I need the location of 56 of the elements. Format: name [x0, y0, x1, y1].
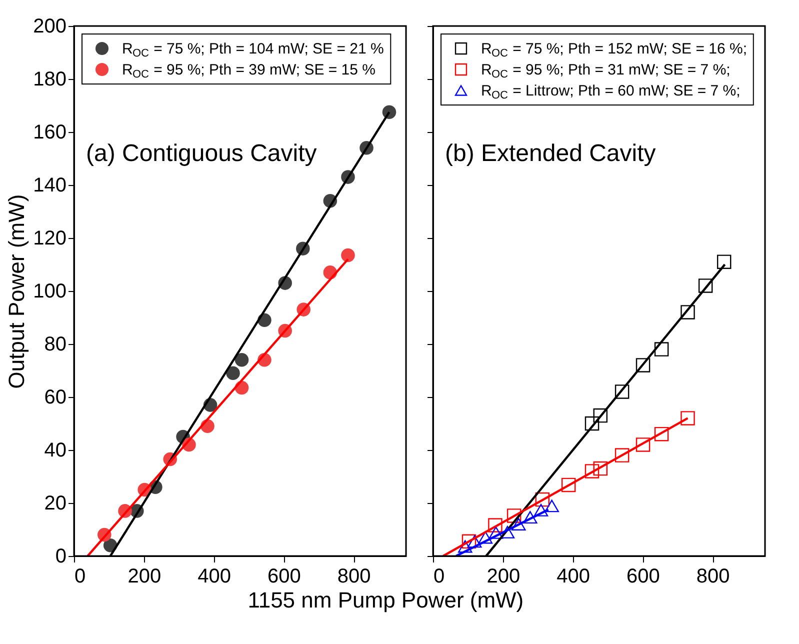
- x-tick-label: 600: [626, 566, 660, 588]
- point: [488, 518, 502, 532]
- annotation: (b) Extended Cavity: [445, 140, 656, 167]
- y-tick-label: 160: [33, 122, 66, 144]
- point: [478, 531, 493, 544]
- point: [614, 384, 630, 399]
- point: [506, 508, 522, 523]
- x-tick-label: 200: [128, 566, 162, 588]
- x-tick-label: 200: [486, 566, 520, 588]
- point: [488, 526, 504, 539]
- point: [467, 535, 482, 548]
- y-tick-label: 120: [33, 228, 66, 250]
- x-tick-label: 0: [74, 566, 86, 588]
- point: [544, 500, 559, 512]
- point: [523, 511, 538, 524]
- annotation: (a) Contiguous Cavity: [86, 140, 317, 167]
- point: [614, 448, 630, 462]
- x-tick-label: 800: [337, 566, 371, 588]
- y-tick-label: 60: [44, 386, 66, 408]
- point: [462, 534, 476, 549]
- point: [512, 518, 526, 530]
- point: [226, 366, 240, 380]
- point: [698, 278, 713, 293]
- point: [458, 540, 472, 553]
- y-tick-label: 100: [33, 280, 66, 302]
- point: [584, 464, 600, 478]
- y-tick-label: 140: [33, 174, 66, 196]
- point: [593, 461, 608, 476]
- point: [654, 342, 669, 356]
- point: [680, 305, 695, 320]
- x-tick-label: 600: [267, 566, 301, 588]
- point: [654, 426, 669, 442]
- y-tick-label: 80: [44, 334, 66, 356]
- point: [500, 526, 515, 538]
- point: [341, 248, 355, 262]
- y-tick-label: 0: [55, 546, 66, 568]
- y-tick-label: 20: [44, 492, 66, 514]
- x-tick-label: 0: [434, 566, 445, 588]
- x-axis-title: 1155 nm Pump Power (mW): [248, 588, 524, 612]
- point: [636, 358, 650, 372]
- point: [561, 478, 576, 492]
- point: [535, 492, 550, 507]
- y-tick-label: 180: [33, 68, 66, 90]
- point: [593, 408, 608, 423]
- point: [534, 504, 548, 516]
- x-tick-label: 400: [556, 566, 590, 588]
- point: [584, 416, 600, 431]
- point: [716, 254, 732, 269]
- point: [680, 411, 695, 426]
- y-tick-label: 200: [33, 16, 66, 38]
- y-tick-label: 40: [44, 440, 66, 462]
- point: [234, 353, 249, 367]
- point: [636, 438, 650, 452]
- x-tick-label: 400: [198, 566, 231, 588]
- x-tick-label: 800: [696, 566, 730, 588]
- y-axis-title: Output Power (mW): [4, 194, 30, 389]
